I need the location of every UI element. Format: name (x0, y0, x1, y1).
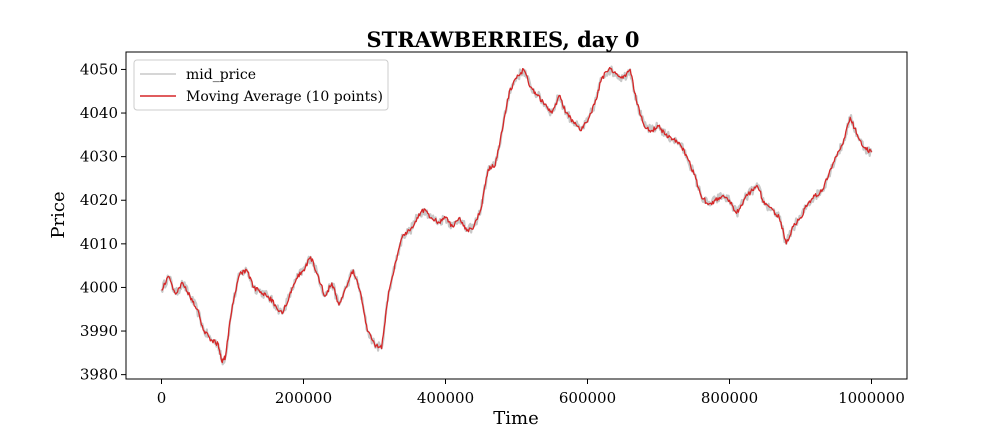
y-tick-label: 4040 (80, 104, 118, 122)
y-tick-label: 3990 (80, 322, 118, 340)
y-tick-label: 4050 (80, 60, 118, 78)
y-tick-label: 4010 (80, 235, 118, 253)
series-lines (160, 65, 873, 366)
legend-box (133, 59, 389, 111)
x-axis-label: Time (493, 408, 538, 429)
x-tick-label: 400000 (417, 389, 474, 407)
plot-area (125, 51, 908, 380)
series-line-mid-price (160, 65, 873, 366)
series-line-moving-average (161, 66, 873, 364)
y-axis: 3980 3990 4000 4010 4020 4030 4040 4050 (80, 60, 126, 384)
x-tick-label: 0 (157, 389, 167, 407)
y-axis-label: Price (48, 191, 69, 238)
plot-frame (125, 51, 908, 380)
y-tick-label: 4000 (80, 278, 118, 296)
x-axis: 0 200000 400000 600000 800000 1000000 (157, 379, 905, 407)
chart-title: STRAWBERRIES, day 0 (366, 27, 639, 52)
x-tick-label: 800000 (701, 389, 758, 407)
legend-label-mid-price: mid_price (186, 67, 256, 83)
y-tick-label: 4030 (80, 148, 118, 166)
x-tick-label: 1000000 (838, 389, 905, 407)
y-tick-label: 3980 (80, 366, 118, 384)
x-tick-label: 200000 (275, 389, 332, 407)
x-tick-label: 600000 (559, 389, 616, 407)
y-tick-label: 4020 (80, 191, 118, 209)
legend: mid_price Moving Average (10 points) (133, 59, 389, 111)
legend-label-moving-average: Moving Average (10 points) (186, 89, 383, 105)
